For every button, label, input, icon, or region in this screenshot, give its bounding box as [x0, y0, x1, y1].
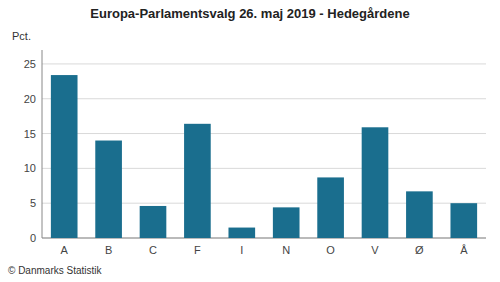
x-tick-label: A — [61, 244, 69, 256]
x-tick-label: F — [194, 244, 201, 256]
x-tick-label: C — [149, 244, 157, 256]
bar — [362, 127, 389, 238]
y-tick-label: 15 — [24, 128, 36, 140]
bar — [228, 228, 255, 238]
bar — [140, 206, 167, 238]
y-tick-label: 0 — [30, 232, 36, 244]
grid-line — [42, 63, 486, 64]
y-axis-label: Pct. — [12, 30, 31, 42]
y-tick-label: 20 — [24, 93, 36, 105]
x-tick-label: V — [371, 244, 379, 256]
chart-title: Europa-Parlamentsvalg 26. maj 2019 - Hed… — [90, 6, 409, 21]
x-tick-label: I — [240, 244, 243, 256]
bar — [406, 191, 433, 238]
bar — [450, 203, 477, 238]
chart-container: Europa-Parlamentsvalg 26. maj 2019 - Hed… — [0, 0, 500, 282]
x-tick-label: N — [282, 244, 290, 256]
bar — [95, 141, 122, 238]
chart-svg: Europa-Parlamentsvalg 26. maj 2019 - Hed… — [0, 0, 500, 282]
y-tick-label: 10 — [24, 162, 36, 174]
y-axis-line — [42, 50, 43, 238]
x-tick-label: O — [326, 244, 335, 256]
bar — [317, 177, 344, 238]
bar — [273, 207, 300, 238]
source-note: © Danmarks Statistik — [8, 265, 103, 276]
x-tick-label: Ø — [415, 244, 424, 256]
x-tick-label: Å — [460, 244, 468, 256]
bars — [51, 75, 477, 238]
grid-line — [42, 98, 486, 99]
grid-line — [42, 133, 486, 134]
y-tick-label: 25 — [24, 58, 36, 70]
grid — [42, 64, 486, 238]
y-tick-label: 5 — [30, 197, 36, 209]
x-tick-label: B — [105, 244, 112, 256]
bar — [51, 75, 78, 238]
bar — [184, 124, 211, 238]
